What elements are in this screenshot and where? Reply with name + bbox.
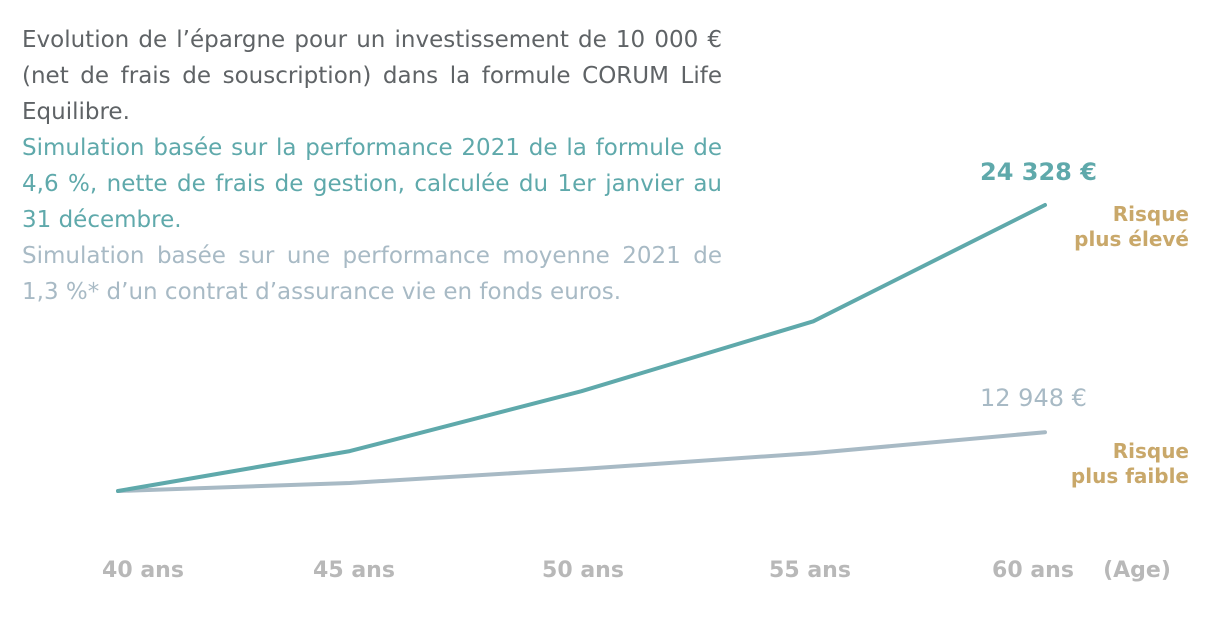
description-fonds-euros-simulation: Simulation basée sur une performance moy… [22,243,722,305]
x-tick-label: 55 ans [769,558,851,583]
risk-label-line: plus faible [1071,464,1189,488]
description-corum-simulation: Simulation basée sur la performance 2021… [22,135,722,233]
description-investment: Evolution de l’épargne pour un investiss… [22,27,722,125]
series-line-fonds-euros [116,430,1047,493]
risk-label-line: plus élevé [1074,227,1189,251]
risk-label-line: Risque [1113,439,1189,463]
chart-description: Evolution de l’épargne pour un investiss… [22,22,722,310]
end-label-corum: 24 328 € [980,158,1097,186]
x-axis-label: (Age) [1103,558,1171,583]
x-tick-label: 45 ans [313,558,395,583]
end-label-fonds-euros: 12 948 € [980,384,1087,412]
x-tick-label: 50 ans [542,558,624,583]
x-tick-label: 60 ans [992,558,1074,583]
x-tick-label: 40 ans [102,558,184,583]
risk-label-line: Risque [1113,202,1189,226]
series-line-corum [116,203,1047,493]
